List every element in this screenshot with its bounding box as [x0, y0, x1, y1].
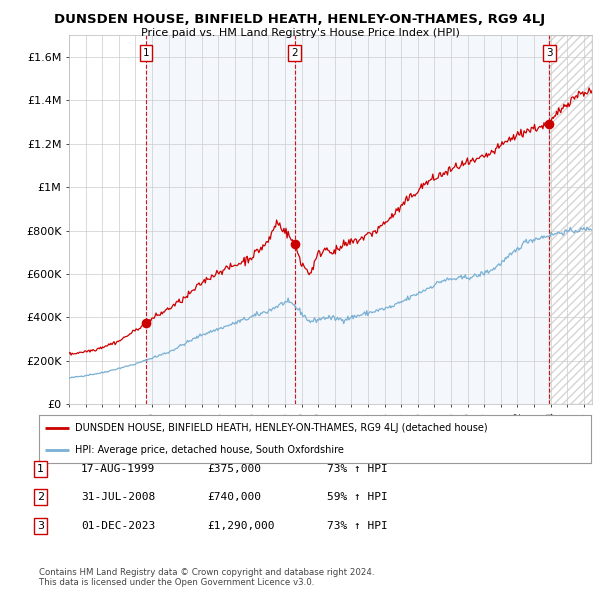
Text: DUNSDEN HOUSE, BINFIELD HEATH, HENLEY-ON-THAMES, RG9 4LJ (detached house): DUNSDEN HOUSE, BINFIELD HEATH, HENLEY-ON…: [75, 423, 488, 433]
Text: 31-JUL-2008: 31-JUL-2008: [81, 493, 155, 502]
Text: 2: 2: [291, 48, 298, 58]
Bar: [295, 35, 549, 404]
Text: 01-DEC-2023: 01-DEC-2023: [81, 521, 155, 530]
Text: 3: 3: [546, 48, 553, 58]
Bar: [549, 35, 592, 404]
Text: £375,000: £375,000: [207, 464, 261, 474]
Text: This data is licensed under the Open Government Licence v3.0.: This data is licensed under the Open Gov…: [39, 578, 314, 587]
Text: 73% ↑ HPI: 73% ↑ HPI: [327, 521, 388, 530]
Text: Price paid vs. HM Land Registry's House Price Index (HPI): Price paid vs. HM Land Registry's House …: [140, 28, 460, 38]
Text: £740,000: £740,000: [207, 493, 261, 502]
Bar: [549, 35, 592, 404]
Text: DUNSDEN HOUSE, BINFIELD HEATH, HENLEY-ON-THAMES, RG9 4LJ: DUNSDEN HOUSE, BINFIELD HEATH, HENLEY-ON…: [55, 13, 545, 26]
Text: 1: 1: [37, 464, 44, 474]
Text: £1,290,000: £1,290,000: [207, 521, 275, 530]
Text: 1: 1: [143, 48, 149, 58]
Text: 73% ↑ HPI: 73% ↑ HPI: [327, 464, 388, 474]
Text: 2: 2: [37, 493, 44, 502]
Text: HPI: Average price, detached house, South Oxfordshire: HPI: Average price, detached house, Sout…: [75, 445, 344, 455]
Text: 3: 3: [37, 521, 44, 530]
Text: Contains HM Land Registry data © Crown copyright and database right 2024.: Contains HM Land Registry data © Crown c…: [39, 568, 374, 577]
Text: 17-AUG-1999: 17-AUG-1999: [81, 464, 155, 474]
Text: 59% ↑ HPI: 59% ↑ HPI: [327, 493, 388, 502]
Bar: [146, 35, 295, 404]
